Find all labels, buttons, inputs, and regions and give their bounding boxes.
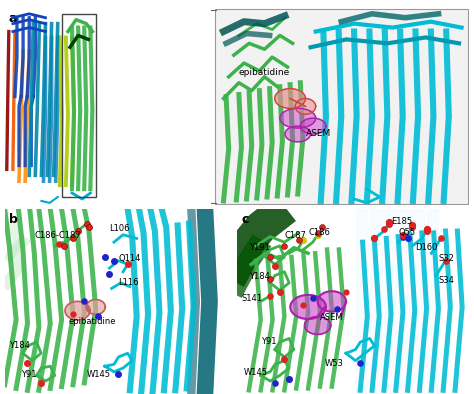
Point xyxy=(356,359,364,366)
Polygon shape xyxy=(86,299,105,314)
Text: W145: W145 xyxy=(87,370,110,379)
Point xyxy=(271,380,279,386)
Point xyxy=(399,233,407,240)
Polygon shape xyxy=(291,295,326,319)
Point xyxy=(371,235,378,242)
Point xyxy=(74,228,82,234)
Point xyxy=(295,237,302,243)
Polygon shape xyxy=(305,317,331,335)
Point xyxy=(285,376,293,382)
Point xyxy=(115,370,122,377)
Text: L106: L106 xyxy=(109,224,130,233)
Polygon shape xyxy=(275,89,305,108)
Point xyxy=(423,228,430,234)
Point xyxy=(409,222,416,229)
Text: W145: W145 xyxy=(244,368,268,377)
Point xyxy=(314,230,321,236)
Point xyxy=(409,224,416,230)
Polygon shape xyxy=(285,126,310,142)
Point xyxy=(404,235,411,242)
Text: D160: D160 xyxy=(415,243,437,251)
Text: W53: W53 xyxy=(325,359,344,368)
Polygon shape xyxy=(301,118,326,134)
Text: c: c xyxy=(242,212,249,225)
Point xyxy=(110,258,118,264)
FancyBboxPatch shape xyxy=(215,9,468,204)
Point xyxy=(106,271,113,277)
Point xyxy=(266,276,274,282)
Point xyxy=(300,302,307,308)
Polygon shape xyxy=(318,291,346,312)
Point xyxy=(124,261,131,268)
Polygon shape xyxy=(295,98,316,114)
Polygon shape xyxy=(280,108,316,128)
Point xyxy=(399,232,407,238)
Text: a: a xyxy=(9,12,18,25)
Text: C186: C186 xyxy=(308,228,330,237)
Text: Y184: Y184 xyxy=(249,272,270,281)
Point xyxy=(314,232,321,238)
Point xyxy=(423,226,430,232)
Text: Q114: Q114 xyxy=(118,254,141,263)
Point xyxy=(276,289,283,296)
Point xyxy=(281,356,288,362)
Point xyxy=(271,263,279,269)
Point xyxy=(85,224,93,230)
Point xyxy=(281,243,288,249)
Polygon shape xyxy=(65,301,90,320)
Point xyxy=(385,219,392,225)
Point xyxy=(266,254,274,260)
Point xyxy=(266,293,274,299)
Text: ASEM: ASEM xyxy=(305,129,331,138)
Text: E185: E185 xyxy=(391,217,412,226)
Point xyxy=(24,359,31,366)
Point xyxy=(60,243,68,249)
Point xyxy=(101,254,109,260)
Point xyxy=(94,313,102,320)
Text: ASEM: ASEM xyxy=(320,313,344,322)
Text: Y91: Y91 xyxy=(261,337,276,346)
Point xyxy=(300,237,307,243)
Text: Y91: Y91 xyxy=(21,370,36,379)
Point xyxy=(333,306,340,312)
Point xyxy=(385,221,392,227)
Text: Q55: Q55 xyxy=(398,228,415,237)
Point xyxy=(442,258,449,264)
Text: b: b xyxy=(9,212,18,225)
Point xyxy=(69,311,77,318)
Point xyxy=(37,380,45,386)
Text: Y191: Y191 xyxy=(249,243,270,251)
Text: Y184: Y184 xyxy=(9,341,30,350)
Text: L116: L116 xyxy=(118,278,139,287)
Point xyxy=(319,224,326,230)
Point xyxy=(342,289,350,296)
Point xyxy=(55,241,63,247)
Point xyxy=(69,235,77,242)
Text: S141: S141 xyxy=(242,294,263,303)
Text: epibatidine: epibatidine xyxy=(68,317,116,325)
Point xyxy=(380,226,388,232)
Point xyxy=(309,295,317,301)
Point xyxy=(437,235,445,242)
Point xyxy=(83,221,91,227)
Text: C186-C187: C186-C187 xyxy=(34,231,81,240)
Text: S34: S34 xyxy=(438,276,454,285)
Point xyxy=(81,298,88,305)
Text: epibatidine: epibatidine xyxy=(239,68,290,77)
Text: S32: S32 xyxy=(438,254,454,263)
Text: C187: C187 xyxy=(284,231,306,240)
